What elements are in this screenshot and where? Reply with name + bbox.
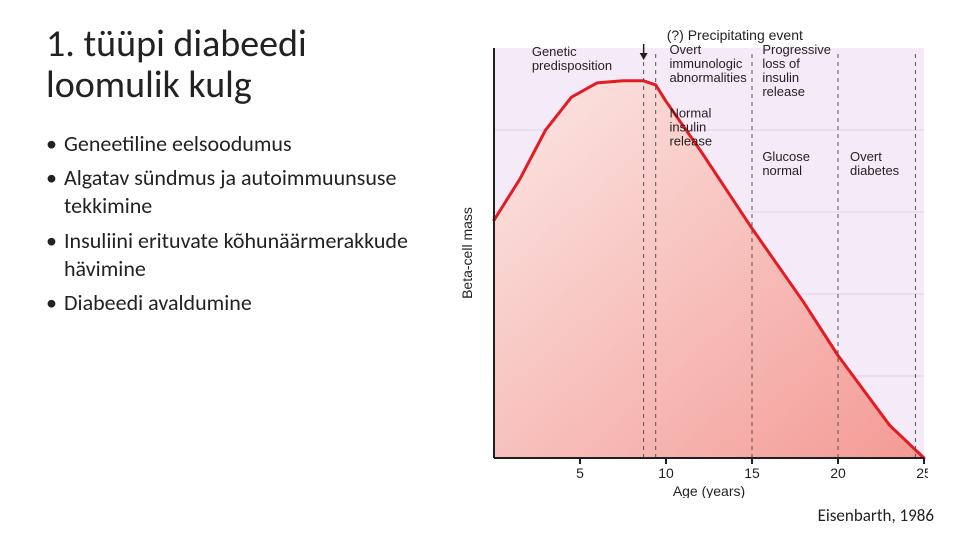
beta-cell-chart: 5 10 15 20 25 Age (years) Beta-cell mass (?) Pr… — [448, 28, 928, 498]
list-item: Geneetiline eelsoodumus — [46, 130, 426, 158]
citation: Eisenbarth, 1986 — [818, 505, 934, 526]
svg-text:(?) Precipitating event: (?) Precipitating event — [667, 28, 803, 43]
list-item: Insuliini erituvate kõhunäärmerakkude hä… — [46, 227, 426, 283]
bullet-list: Geneetiline eelsoodumus Algatav sündmus … — [46, 130, 426, 317]
svg-text:Normalinsulinrelease: Normalinsulinrelease — [669, 106, 712, 149]
svg-text:5: 5 — [576, 465, 584, 481]
svg-text:10: 10 — [658, 465, 674, 481]
svg-text:15: 15 — [744, 465, 760, 481]
svg-text:Beta-cell mass: Beta-cell mass — [459, 207, 475, 299]
slide-title: 1. tüüpi diabeedi loomulik kulg — [46, 24, 426, 106]
svg-text:20: 20 — [830, 465, 846, 481]
svg-text:25: 25 — [916, 465, 928, 481]
list-item: Diabeedi avaldumine — [46, 289, 426, 317]
svg-text:Age (years): Age (years) — [673, 483, 745, 498]
list-item: Algatav sündmus ja autoimmuunsuse tekkim… — [46, 164, 426, 220]
